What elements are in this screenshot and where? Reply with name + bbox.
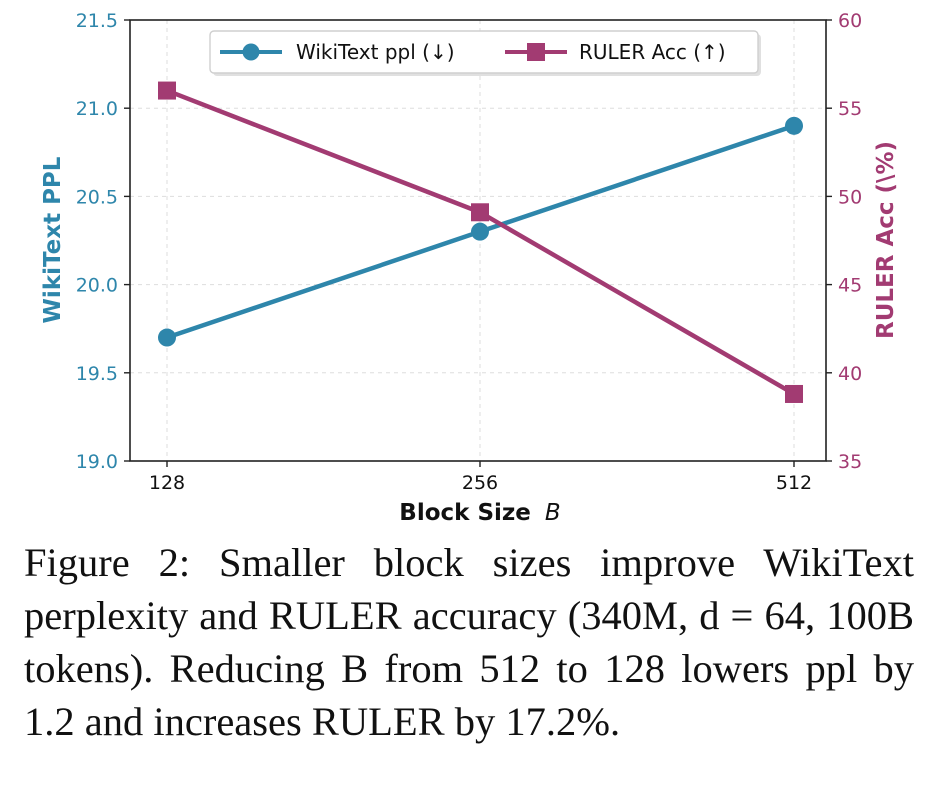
left-tick-label: 19.5 — [76, 363, 118, 385]
grid — [130, 19, 826, 462]
series-point-0 — [785, 116, 803, 135]
axis-ticks: 19.0 19.5 20.0 20.5 21.0 21.5 35 40 45 50 55 60 128 2… — [76, 10, 863, 494]
right-tick-label: 40 — [838, 363, 862, 385]
x-tick-label: 256 — [462, 472, 498, 494]
figure-caption: Figure 2: Smaller block sizes improve Wi… — [24, 536, 914, 748]
plot-frame — [129, 19, 827, 462]
legend-marker-ruler — [527, 43, 545, 61]
legend-label-ruler: RULER Acc (↑) — [579, 40, 726, 64]
left-tick-label: 21.5 — [76, 10, 118, 32]
legend: WikiText ppl (↓) RULER Acc (↑) — [209, 30, 761, 76]
series-markers — [158, 81, 803, 403]
right-tick-label: 35 — [838, 451, 862, 473]
right-tick-label: 50 — [838, 186, 862, 208]
left-tick-label: 20.0 — [76, 275, 118, 297]
x-tick-label: 128 — [149, 472, 185, 494]
x-tick-label: 512 — [776, 472, 812, 494]
right-tick-label: 55 — [838, 98, 862, 120]
left-tick-label: 20.5 — [76, 186, 118, 208]
legend-marker-ppl — [242, 43, 260, 61]
series-point-0 — [471, 222, 489, 241]
legend-label-ppl: WikiText ppl (↓) — [296, 40, 455, 64]
right-tick-label: 45 — [838, 275, 862, 297]
x-axis-label-text: Block Size — [399, 500, 531, 526]
caption-label: Figure 2: — [24, 540, 191, 585]
x-axis-label: Block Size B — [399, 500, 560, 526]
legend-box — [209, 30, 759, 74]
series-point-1 — [785, 384, 803, 403]
series-point-1 — [471, 203, 489, 222]
caption-text: Smaller block sizes improve WikiText per… — [24, 540, 915, 744]
left-axis-label: WikiText PPL — [40, 156, 66, 323]
right-tick-label: 60 — [838, 10, 862, 32]
left-tick-label: 19.0 — [76, 451, 118, 473]
left-tick-label: 21.0 — [76, 98, 118, 120]
dual-axis-line-chart: 19.0 19.5 20.0 20.5 21.0 21.5 35 40 45 50 55 60 128 2… — [40, 10, 899, 526]
right-axis-label: RULER Acc (\%) — [873, 141, 899, 339]
x-axis-label-var: B — [545, 500, 561, 526]
series-point-1 — [158, 81, 176, 100]
series-point-0 — [158, 328, 176, 347]
